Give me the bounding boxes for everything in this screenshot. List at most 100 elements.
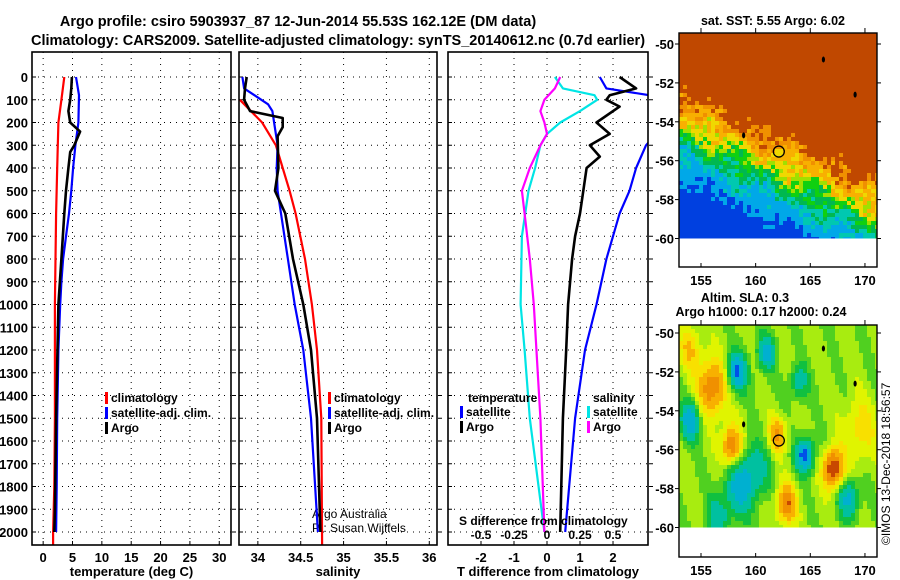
map-cell [839,153,843,157]
map-cell [839,201,843,205]
map-cell [875,173,877,177]
map-cell [815,381,819,385]
map-cell [803,481,807,485]
map-cell [699,137,703,141]
map-cell [855,433,859,437]
map-cell [683,229,687,233]
map-cell [771,465,775,469]
map-cell [711,89,715,93]
map-cell [863,373,867,377]
map-cell [759,349,763,353]
map-cell [859,461,863,465]
map-cell [775,157,779,161]
map-cell [747,437,751,441]
map-cell [803,473,807,477]
map-cell [823,77,827,81]
map-cell [815,465,819,469]
y-tick-label: 1000 [0,298,28,313]
map-cell [811,425,815,429]
map-cell [831,389,835,393]
map-cell [679,113,683,117]
map-cell [863,333,867,337]
map-cell [859,185,863,189]
map-cell [819,469,823,473]
map-cell [807,465,811,469]
map-cell [867,357,871,361]
map-cell [731,205,735,209]
map-cell [843,353,847,357]
map-cell [719,77,723,81]
map-cell [735,161,739,165]
map-cell [839,85,843,89]
map-cell [759,229,763,233]
map-cell [679,377,683,381]
map-cell [699,477,703,481]
map-cell [791,453,795,457]
map-cell [731,469,735,473]
map-cell [795,469,799,473]
map-cell [787,453,791,457]
map-cell [767,421,771,425]
map-cell [759,185,763,189]
map-cell [751,193,755,197]
map-cell [783,377,787,381]
map-cell [735,213,739,217]
difference-profile-panel [447,51,653,546]
map-cell [731,129,735,133]
map-cell [711,481,715,485]
map-cell [751,101,755,105]
map-cell [739,77,743,81]
map-cell [859,473,863,477]
map-cell [727,65,731,69]
map-cell [719,441,723,445]
map-cell [807,485,811,489]
map-cell [803,93,807,97]
map-cell [871,325,875,329]
map-cell [823,229,827,233]
map-cell [747,405,751,409]
map-cell [843,409,847,413]
map-cell [847,461,851,465]
map-cell [719,97,723,101]
map-cell [867,421,871,425]
map-cell [795,353,799,357]
map-cell [703,69,707,73]
map-cell [827,237,831,239]
map-cell [807,117,811,121]
map-cell [823,41,827,45]
map-cell [799,217,803,221]
map-cell [791,61,795,65]
map-cell [679,477,683,481]
map-cell [719,333,723,337]
map-cell [803,229,807,233]
map-cell [731,477,735,481]
map-cell [771,153,775,157]
map-cell [823,389,827,393]
map-cell [827,137,831,141]
map-cell [855,45,859,49]
legend-swatch [105,392,108,404]
map-cell [699,97,703,101]
map-cell [799,485,803,489]
map-cell [807,445,811,449]
map-cell [727,329,731,333]
map-cell [835,405,839,409]
map-cell [787,373,791,377]
map-cell [803,345,807,349]
map-cell [851,133,855,137]
map-cell [719,101,723,105]
map-cell [843,173,847,177]
map-cell [787,137,791,141]
map-cell [863,481,867,485]
map-cell [763,53,767,57]
map-cell [835,229,839,233]
map-cell [727,229,731,233]
map-cell [791,109,795,113]
map-cell [815,461,819,465]
map-cell [715,417,719,421]
map-cell [779,197,783,201]
map-cell [875,421,877,425]
map-cell [775,481,779,485]
map-cell [775,345,779,349]
map-cell [787,197,791,201]
